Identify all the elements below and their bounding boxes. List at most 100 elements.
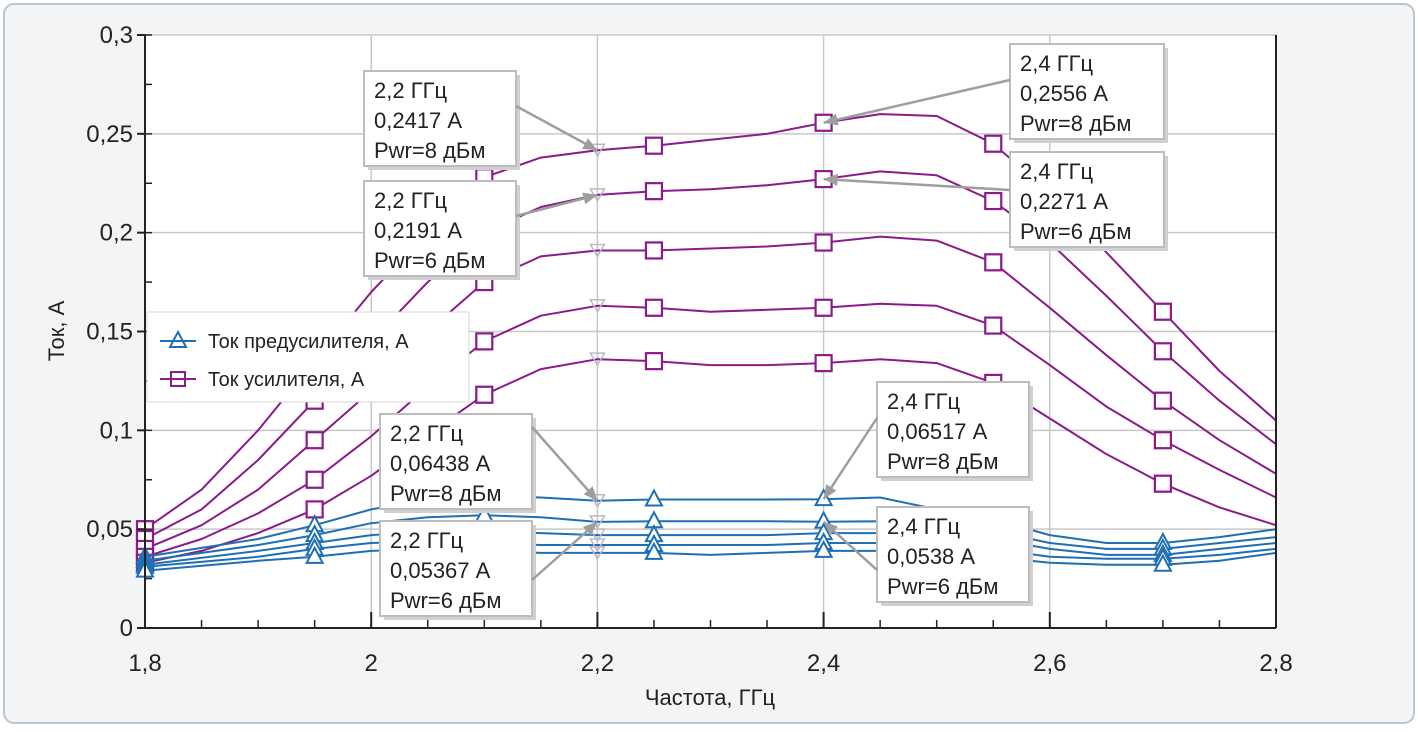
- x-tick-label: 1,8: [128, 650, 161, 677]
- callout-box: [363, 70, 517, 167]
- callout-text: 0,2191 А: [374, 218, 462, 243]
- amp-marker: [984, 134, 1003, 153]
- amp-marker: [814, 233, 833, 252]
- callout-text: 2,4 ГГц: [887, 389, 961, 414]
- callout-arrow-line: [531, 426, 599, 502]
- callouts: 2,2 ГГц 0,2417 А Pwr=8 дБм 2,2 ГГц 0,2191 А P…: [363, 43, 1168, 620]
- callout-text: 0,05367 А: [390, 558, 491, 583]
- callout-box: [1009, 151, 1165, 248]
- callout-text: 0,0538 А: [887, 544, 975, 569]
- x-axis-label: Частота, ГГц: [645, 685, 776, 710]
- callout-arrowhead: [582, 521, 598, 536]
- preamp-marker: [589, 528, 606, 543]
- x-tick-label: 2,6: [1033, 650, 1066, 677]
- callout: 2,2 ГГц 0,05367 А Pwr=6 дБм: [379, 520, 599, 620]
- y-tick-label: 0: [120, 615, 133, 642]
- callout-box: [1009, 43, 1165, 140]
- callout-text: Pwr=8 дБм: [887, 449, 998, 474]
- callout-text: Pwr=6 дБм: [374, 248, 485, 273]
- callout-arrow-line: [822, 417, 879, 500]
- amp-marker: [644, 136, 664, 155]
- callout-text: Pwr=8 дБм: [374, 138, 485, 163]
- callout-text: 2,2 ГГц: [390, 528, 464, 553]
- y-axis-label: Ток, А: [44, 300, 69, 361]
- callout-arrow-line: [515, 104, 598, 152]
- amp-marker: [814, 298, 833, 317]
- x-tick-label: 2,4: [807, 650, 840, 677]
- y-tick-label: 0,2: [100, 220, 133, 247]
- callout: 2,2 ГГц 0,2417 А Pwr=8 дБм: [363, 70, 598, 170]
- callout-text: Pwr=6 дБм: [1020, 219, 1131, 244]
- x-tick-label: 2,2: [581, 650, 614, 677]
- callout: 2,4 ГГц 0,06517 А Pwr=8 дБм: [822, 381, 1033, 500]
- amp-marker: [984, 253, 1003, 272]
- x-tick-label: 2: [365, 650, 378, 677]
- amp-marker: [984, 316, 1003, 335]
- amp-marker: [475, 385, 494, 404]
- amp-marker: [1153, 302, 1173, 321]
- callout-text: 0,06517 А: [887, 419, 988, 444]
- callout-arrowhead: [582, 192, 598, 205]
- callout-arrowhead: [823, 521, 839, 536]
- amp-line-3: [144, 235, 1277, 550]
- amp-marker: [1153, 431, 1173, 450]
- amp-marker: [305, 431, 324, 450]
- amp-marker: [984, 191, 1003, 211]
- x-tick-label: 2,8: [1259, 650, 1292, 677]
- callout: 2,4 ГГц 0,2556 А Pwr=8 дБм: [823, 43, 1168, 143]
- callout-text: 2,4 ГГц: [1020, 159, 1094, 184]
- preamp-marker: [644, 541, 664, 560]
- amp-marker: [644, 241, 664, 260]
- legend: Ток предусилителя, А Ток усилителя, А: [146, 311, 470, 403]
- callout-text: Pwr=6 дБм: [390, 588, 501, 613]
- callout-arrowhead: [823, 113, 839, 126]
- axes: 1,8 2 2,2 2,4 2,6 2,8 0 0,05 0,1 0,15 0,2 0,25 0,3: [86, 22, 1292, 677]
- amp-marker: [1153, 474, 1173, 493]
- callout-text: Pwr=8 дБм: [390, 481, 501, 506]
- amp-marker: [1153, 342, 1173, 361]
- preamp-marker: [644, 488, 664, 507]
- amp-line-5: [144, 358, 1277, 564]
- callout-arrowhead: [582, 138, 598, 151]
- preamp-marker: [304, 545, 325, 564]
- callout-arrow-line: [531, 520, 599, 581]
- amp-marker: [644, 182, 664, 201]
- amp-marker: [589, 143, 606, 158]
- callout-box: [379, 413, 533, 510]
- preamp-marker: [589, 538, 606, 553]
- amp-line-4: [144, 302, 1277, 558]
- legend-label-preamp: Ток предусилителя, А: [208, 331, 409, 353]
- legend-box: [146, 311, 470, 403]
- callout-box: [876, 381, 1030, 478]
- preamp-marker: [589, 493, 606, 509]
- callout-text: 0,2556 А: [1020, 81, 1108, 106]
- callout-text: Pwr=8 дБм: [1020, 111, 1131, 136]
- callout-text: 2,2 ГГц: [374, 188, 448, 213]
- y-tick-label: 0,05: [86, 516, 133, 543]
- callout-arrow-line: [515, 193, 598, 218]
- callout-text: 2,4 ГГц: [887, 514, 961, 539]
- amp-marker: [475, 332, 494, 351]
- callout-text: 2,4 ГГц: [1020, 51, 1094, 76]
- callout-text: 2,2 ГГц: [390, 421, 464, 446]
- callout-text: 0,2271 А: [1020, 189, 1108, 214]
- amp-marker: [305, 470, 324, 489]
- preamp-marker: [589, 546, 606, 561]
- amp-marker: [589, 352, 606, 367]
- callout-arrowhead: [823, 484, 837, 500]
- amp-marker: [814, 354, 833, 373]
- preamp-marker: [1153, 553, 1173, 572]
- amp-marker: [589, 299, 606, 314]
- callout-box: [876, 506, 1030, 603]
- callout-text: 0,06438 А: [390, 451, 491, 476]
- callout-arrow-line: [823, 78, 1011, 124]
- amp-marker: [644, 352, 664, 371]
- callout-text: 0,2417 А: [374, 108, 462, 133]
- legend-triangle-marker: [168, 329, 188, 348]
- preamp-marker: [813, 539, 834, 558]
- legend-label-amp: Ток усилителя, А: [208, 369, 365, 391]
- amp-marker: [589, 243, 606, 258]
- callout-arrowhead: [583, 486, 598, 501]
